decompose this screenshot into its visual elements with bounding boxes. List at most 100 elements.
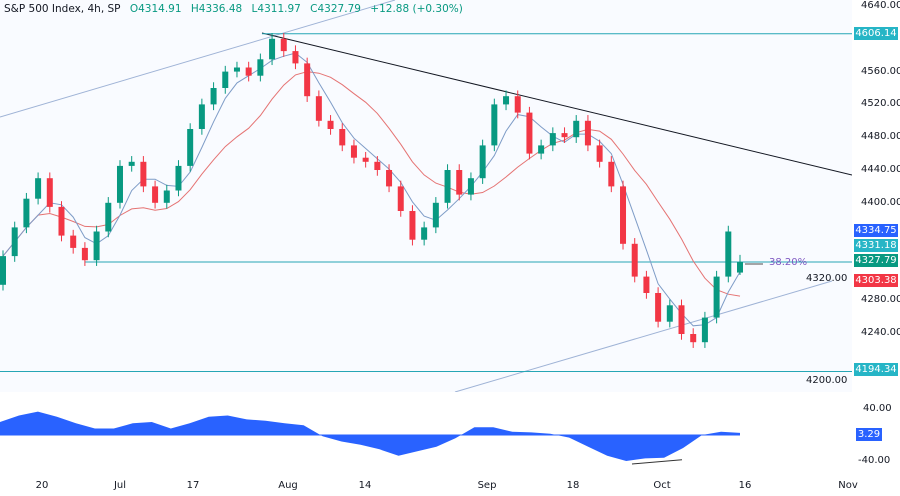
time-tick-label: Oct <box>653 480 671 491</box>
candle <box>140 156 147 193</box>
candle <box>737 254 743 275</box>
candle <box>549 127 556 152</box>
price-chart-svg <box>0 0 852 392</box>
oscillator-pane[interactable] <box>0 398 852 472</box>
candle-body <box>526 112 533 154</box>
candle-body <box>596 145 603 162</box>
candle-body <box>35 178 42 199</box>
candle-body <box>152 186 159 203</box>
candle <box>584 115 591 152</box>
candle <box>620 180 627 250</box>
candle <box>701 311 708 348</box>
candle-body <box>678 305 685 334</box>
candle <box>491 98 498 152</box>
candle-body <box>81 247 88 261</box>
candle <box>526 106 533 160</box>
price-tick-label: 4320.00 <box>806 273 848 284</box>
candle <box>292 45 299 70</box>
candle <box>257 53 264 82</box>
symbol-title: S&P 500 Index, 4h, SP <box>4 3 121 15</box>
candle-body <box>491 104 498 146</box>
chart-legend: S&P 500 Index, 4h, SP O4314.91 H4336.48 … <box>4 3 463 16</box>
candle <box>573 115 580 143</box>
candle <box>725 225 732 283</box>
candle <box>690 328 697 348</box>
price-tick-label: 4280.00 <box>861 294 900 305</box>
lower-channel-line <box>454 280 833 392</box>
candle-body <box>11 227 18 257</box>
price-tag: 4327.79 <box>854 254 898 267</box>
candle-body <box>327 120 334 129</box>
price-tick-label: 4640.00 <box>861 0 900 11</box>
price-tick-label: 4200.00 <box>806 375 848 386</box>
candle-body <box>93 231 100 261</box>
price-tick-label: 4560.00 <box>861 66 900 77</box>
candle <box>0 250 6 291</box>
candle-body <box>257 59 264 76</box>
candle-body <box>701 317 708 343</box>
candle <box>152 180 159 209</box>
oscillator-value-tag: 3.29 <box>856 428 882 441</box>
candle <box>304 57 311 102</box>
candle-body <box>643 276 650 293</box>
candle <box>467 172 474 201</box>
candle-body <box>350 145 357 158</box>
candle <box>187 123 194 172</box>
candle-body <box>573 120 580 138</box>
candle-body <box>655 293 662 322</box>
candle <box>175 160 182 197</box>
candle <box>655 287 662 328</box>
candle <box>538 139 545 160</box>
candle-body <box>163 190 170 203</box>
candle <box>11 221 18 262</box>
price-tag: 4331.18 <box>854 239 898 252</box>
price-tag: 4194.34 <box>854 363 898 376</box>
candle <box>409 205 416 246</box>
candle <box>362 151 369 168</box>
candle <box>608 156 615 193</box>
candle-body <box>386 170 393 187</box>
candle-body <box>116 165 123 203</box>
candle-body <box>608 161 615 187</box>
candle-body <box>444 170 451 203</box>
candle-body <box>503 96 510 105</box>
price-tick-label: 4520.00 <box>861 98 900 109</box>
candle <box>46 172 53 213</box>
candle-body <box>233 67 240 72</box>
divergence-line <box>631 459 683 465</box>
time-tick-label: Nov <box>838 480 858 491</box>
candle-body <box>514 96 521 113</box>
high-value: H4336.48 <box>190 3 243 15</box>
candle-body <box>128 161 135 166</box>
candle <box>198 98 205 135</box>
candle <box>93 225 100 266</box>
candle <box>666 299 673 328</box>
candle-body <box>725 231 732 277</box>
candle-body <box>339 129 346 146</box>
oscillator-tick-label: 40.00 <box>863 403 892 414</box>
candle <box>397 180 404 217</box>
candle <box>432 197 439 234</box>
candle-body <box>432 202 439 228</box>
price-tick-label: 4240.00 <box>861 327 900 338</box>
candle-body <box>0 256 6 285</box>
candle <box>35 172 42 205</box>
candle <box>210 82 217 111</box>
price-tag: 4334.75 <box>854 224 898 237</box>
candle-body <box>304 63 311 97</box>
candle-body <box>421 227 428 240</box>
candle-body <box>737 262 743 273</box>
price-tag: 4606.14 <box>854 27 898 40</box>
price-chart-pane[interactable]: S&P 500 Index, 4h, SP O4314.91 H4336.48 … <box>0 0 852 392</box>
candle <box>386 164 393 193</box>
candle-body <box>269 38 276 60</box>
candle <box>81 242 88 266</box>
candle-body <box>538 145 545 154</box>
price-tick-label: 4440.00 <box>861 164 900 175</box>
time-tick-label: 17 <box>186 480 200 491</box>
candle <box>631 238 638 283</box>
candle <box>339 123 346 152</box>
candle-body <box>479 145 486 179</box>
candle-body <box>245 67 252 76</box>
candle <box>222 65 229 94</box>
